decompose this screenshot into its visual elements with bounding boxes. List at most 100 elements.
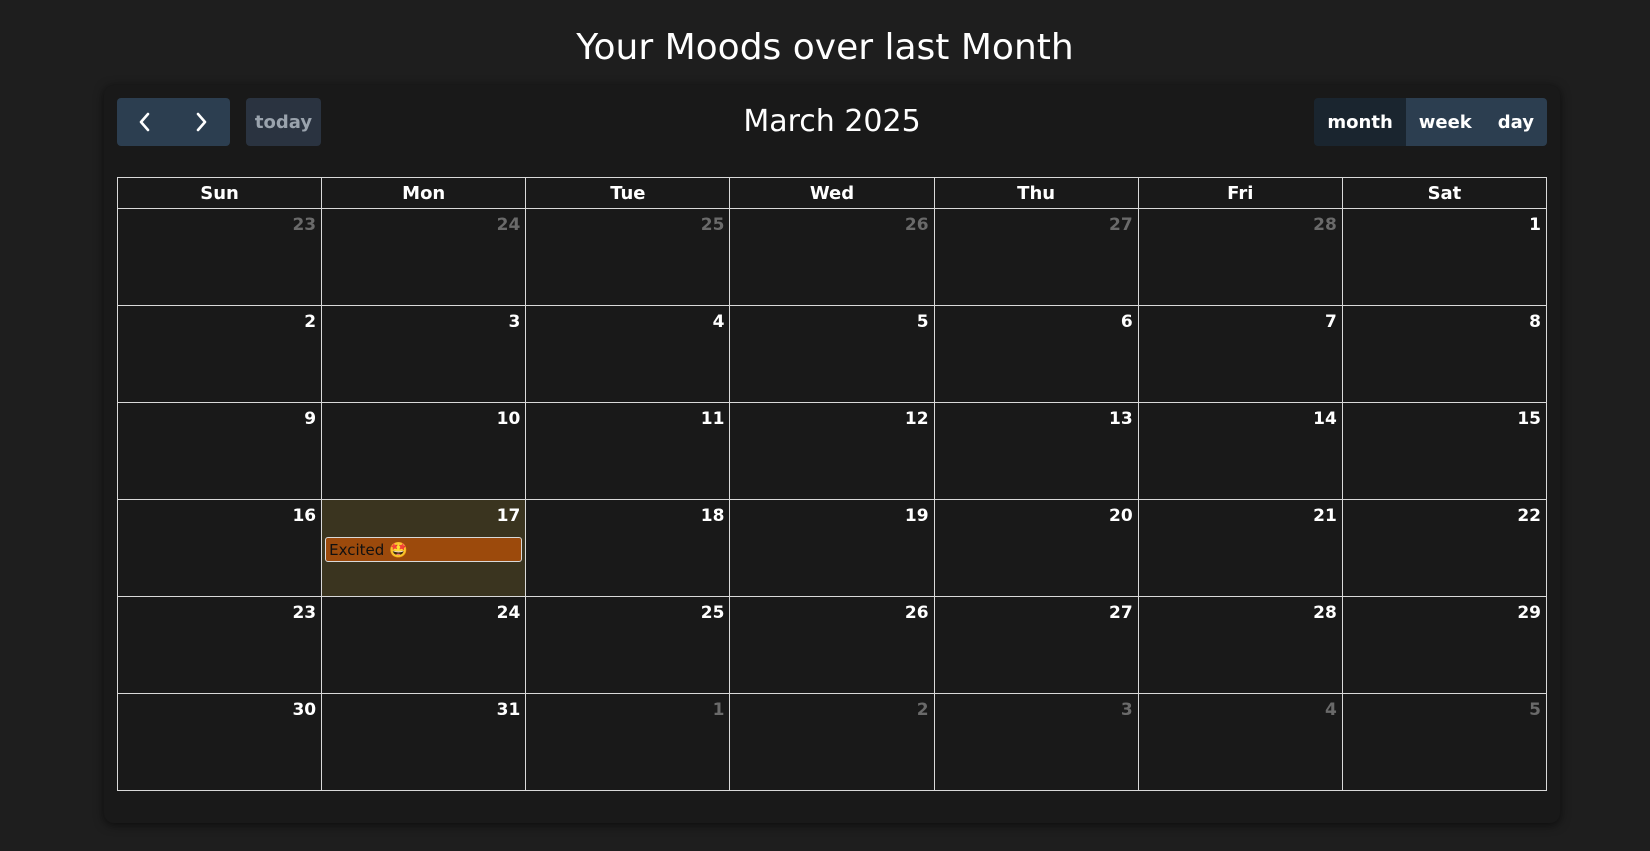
day-cell[interactable]: 29 [1341, 596, 1548, 694]
day-number[interactable]: 12 [904, 409, 929, 429]
weekday-header-row: Sun Mon Tue Wed Thu Fri Sat [116, 177, 1548, 209]
day-number[interactable]: 13 [1109, 409, 1133, 429]
day-number[interactable]: 31 [496, 700, 521, 720]
day-number[interactable]: 14 [1313, 409, 1337, 429]
day-number[interactable]: 24 [496, 603, 521, 623]
day-number[interactable]: 30 [292, 700, 317, 720]
day-number[interactable]: 16 [292, 506, 317, 526]
day-cell[interactable]: 1 [525, 693, 731, 791]
day-number[interactable]: 11 [700, 409, 725, 429]
mood-event[interactable]: Excited 🤩 [325, 537, 523, 562]
day-cell[interactable]: 21 [1137, 499, 1343, 597]
weekday-header: Thu [933, 177, 1139, 209]
day-number[interactable]: 10 [496, 409, 521, 429]
day-cell[interactable]: 2 [116, 305, 323, 403]
day-number[interactable]: 1 [712, 700, 725, 720]
day-cell[interactable]: 3 [321, 305, 527, 403]
day-cell[interactable]: 20 [933, 499, 1139, 597]
day-cell[interactable]: 12 [729, 402, 935, 500]
day-cell[interactable]: 19 [729, 499, 935, 597]
nav-button-group [117, 98, 230, 146]
day-number[interactable]: 28 [1313, 215, 1337, 235]
day-number[interactable]: 23 [292, 215, 317, 235]
day-cell[interactable]: 5 [729, 305, 935, 403]
view-switcher: month week day [1314, 98, 1547, 146]
day-number[interactable]: 26 [904, 603, 929, 623]
day-number[interactable]: 17 [496, 506, 521, 526]
day-cell[interactable]: 11 [525, 402, 731, 500]
day-cell[interactable]: 18 [525, 499, 731, 597]
day-cell[interactable]: 28 [1137, 596, 1343, 694]
chevron-right-icon [196, 112, 207, 132]
day-number[interactable]: 24 [496, 215, 521, 235]
day-cell[interactable]: 15 [1341, 402, 1548, 500]
today-button[interactable]: today [246, 98, 321, 146]
weekday-header: Fri [1137, 177, 1343, 209]
day-cell[interactable]: 24 [321, 596, 527, 694]
day-number[interactable]: 2 [916, 700, 929, 720]
day-cell[interactable]: 30 [116, 693, 323, 791]
day-cell[interactable]: 28 [1137, 208, 1343, 306]
view-month-button[interactable]: month [1314, 98, 1406, 146]
calendar-toolbar: today March 2025 month week day [117, 98, 1547, 146]
day-number[interactable]: 27 [1109, 215, 1133, 235]
day-cell[interactable]: 3 [933, 693, 1139, 791]
day-cell[interactable]: 25 [525, 596, 731, 694]
day-cell[interactable]: 23 [116, 596, 323, 694]
day-cell[interactable]: 17 Excited 🤩 [321, 499, 527, 597]
day-cell[interactable]: 31 [321, 693, 527, 791]
day-number[interactable]: 4 [712, 312, 725, 332]
day-number[interactable]: 7 [1325, 312, 1337, 332]
day-number[interactable]: 28 [1313, 603, 1337, 623]
day-number[interactable]: 26 [904, 215, 929, 235]
day-number[interactable]: 21 [1313, 506, 1337, 526]
day-number[interactable]: 20 [1109, 506, 1133, 526]
day-cell[interactable]: 4 [1137, 693, 1343, 791]
day-cell[interactable]: 23 [116, 208, 323, 306]
day-cell[interactable]: 16 [116, 499, 323, 597]
day-cell[interactable]: 26 [729, 208, 935, 306]
day-cell[interactable]: 13 [933, 402, 1139, 500]
day-cell[interactable]: 10 [321, 402, 527, 500]
day-number[interactable]: 6 [1120, 312, 1133, 332]
day-number[interactable]: 3 [1120, 700, 1133, 720]
day-number[interactable]: 15 [1517, 409, 1541, 429]
day-number[interactable]: 25 [700, 215, 725, 235]
day-number[interactable]: 8 [1529, 312, 1541, 332]
day-cell[interactable]: 9 [116, 402, 323, 500]
day-cell[interactable]: 24 [321, 208, 527, 306]
day-number[interactable]: 4 [1325, 700, 1337, 720]
day-cell[interactable]: 5 [1341, 693, 1548, 791]
view-week-button[interactable]: week [1405, 98, 1485, 146]
day-cell[interactable]: 27 [933, 208, 1139, 306]
day-cell[interactable]: 25 [525, 208, 731, 306]
day-cell[interactable]: 14 [1137, 402, 1343, 500]
day-number[interactable]: 2 [304, 312, 317, 332]
day-cell[interactable]: 8 [1341, 305, 1548, 403]
day-number[interactable]: 29 [1517, 603, 1541, 623]
day-cell[interactable]: 1 [1341, 208, 1548, 306]
day-cell[interactable]: 27 [933, 596, 1139, 694]
next-month-button[interactable] [173, 98, 229, 146]
day-number[interactable]: 5 [1529, 700, 1541, 720]
prev-month-button[interactable] [117, 98, 173, 146]
day-number[interactable]: 22 [1517, 506, 1541, 526]
day-number[interactable]: 9 [304, 409, 317, 429]
day-cell[interactable]: 7 [1137, 305, 1343, 403]
day-number[interactable]: 19 [904, 506, 929, 526]
day-number[interactable]: 3 [508, 312, 521, 332]
day-number[interactable]: 18 [700, 506, 725, 526]
day-cell[interactable]: 22 [1341, 499, 1548, 597]
day-number[interactable]: 23 [292, 603, 317, 623]
day-number[interactable]: 1 [1529, 215, 1541, 235]
day-cell[interactable]: 6 [933, 305, 1139, 403]
day-cell[interactable]: 4 [525, 305, 731, 403]
day-number[interactable]: 5 [916, 312, 929, 332]
day-number[interactable]: 27 [1109, 603, 1133, 623]
day-cell[interactable]: 26 [729, 596, 935, 694]
day-number[interactable]: 25 [700, 603, 725, 623]
chevron-left-icon [139, 112, 150, 132]
week-row: 9 10 11 12 13 14 15 [116, 402, 1548, 500]
day-cell[interactable]: 2 [729, 693, 935, 791]
view-day-button[interactable]: day [1484, 98, 1547, 146]
